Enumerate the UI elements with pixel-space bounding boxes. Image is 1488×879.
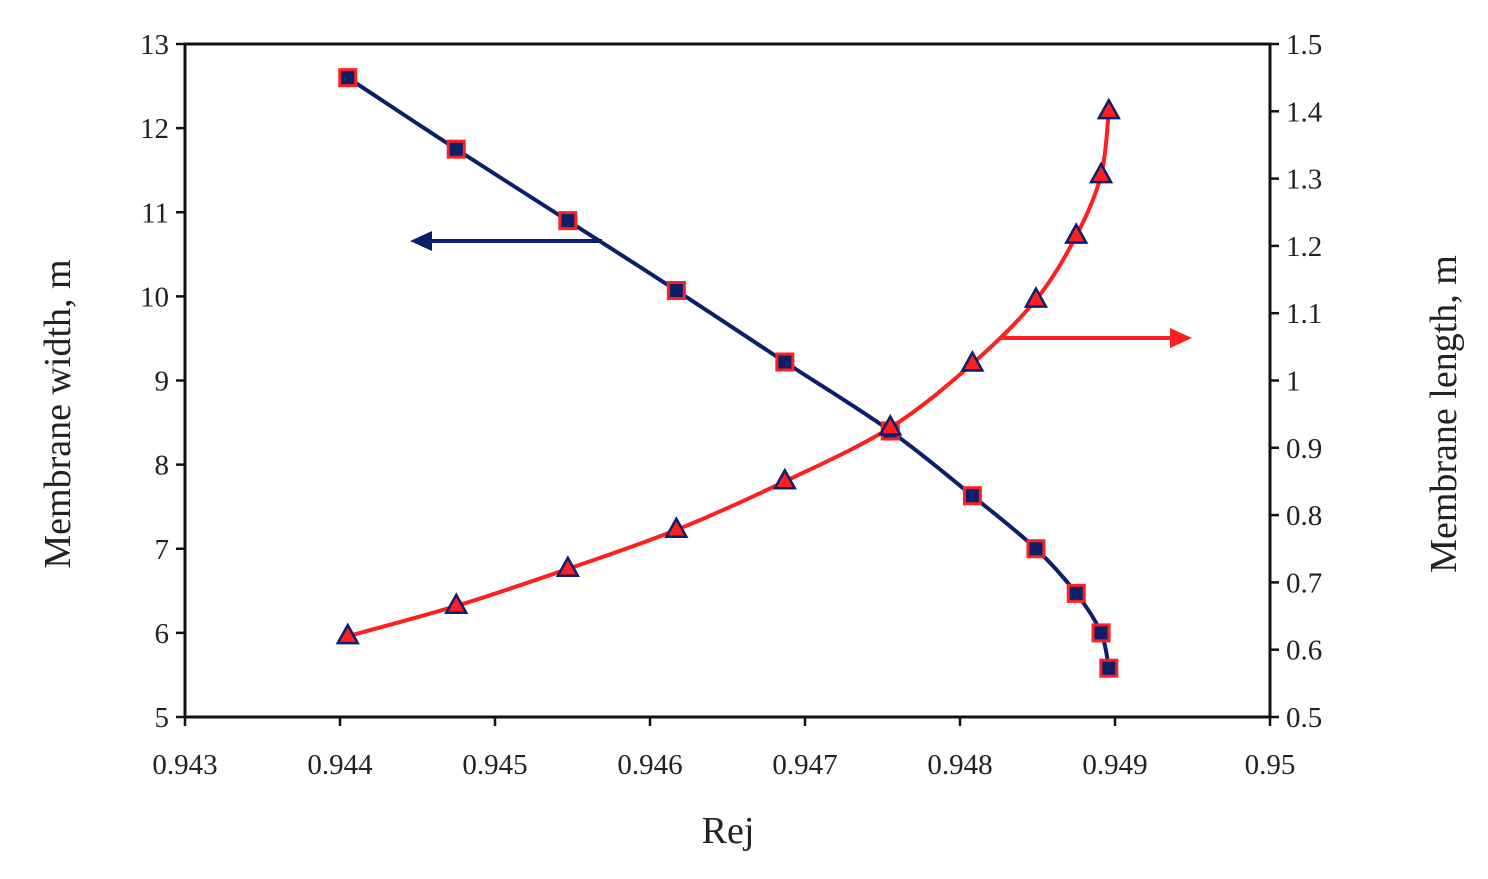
length-series-point <box>664 516 689 538</box>
x-tick-label: 0.945 <box>462 749 527 781</box>
x-tick-label: 0.947 <box>772 749 837 781</box>
right-y-tick-label: 1.5 <box>1286 29 1322 61</box>
left-y-tick-label: 9 <box>155 366 170 398</box>
right-axis-arrow-head <box>1170 328 1192 348</box>
length-series-point <box>335 622 360 645</box>
width-series-point <box>1066 583 1086 603</box>
left-y-tick-label: 7 <box>155 534 170 566</box>
length-series-point <box>1096 97 1121 120</box>
width-series-line <box>346 75 1111 669</box>
left-y-tick-label: 6 <box>155 618 170 650</box>
right-y-tick-label: 1.1 <box>1286 298 1322 330</box>
x-tick-label: 0.949 <box>1082 749 1147 781</box>
series-layer <box>335 68 1121 678</box>
left-y-tick-label: 11 <box>141 197 169 229</box>
right-y-tick-label: 0.7 <box>1286 567 1322 599</box>
length-series-point <box>555 555 580 578</box>
left-y-tick-label: 12 <box>140 113 169 145</box>
length-series-point <box>960 349 985 372</box>
right-y-tick-label: 0.8 <box>1286 500 1322 532</box>
right-y-axis-label: Membrane length, m <box>1423 255 1465 573</box>
x-axis: 0.943 0.944 0.945 0.946 0.947 0.948 0.949 0.95 <box>152 717 1295 781</box>
x-tick-label: 0.944 <box>307 749 373 781</box>
right-y-axis: 0.5 0.6 0.7 0.8 0.9 1 1.1 1.2 1.3 1.4 1.5 <box>1270 29 1323 734</box>
right-y-tick-label: 0.6 <box>1286 635 1322 667</box>
length-series-line <box>347 111 1111 639</box>
width-series-point <box>1026 539 1046 559</box>
annotation-layer <box>410 231 1192 348</box>
left-y-axis: 5 6 7 8 9 10 11 12 13 <box>140 29 185 734</box>
x-axis-label: Rej <box>702 810 755 852</box>
right-y-tick-label: 1.2 <box>1286 231 1322 263</box>
width-series-point <box>558 211 578 231</box>
x-tick-label: 0.946 <box>617 749 682 781</box>
length-series-point <box>444 592 469 615</box>
width-series-point <box>1099 658 1119 678</box>
length-series-point <box>1088 161 1114 184</box>
length-series-point <box>772 467 797 490</box>
length-series-point <box>1023 286 1049 308</box>
right-y-tick-label: 1.4 <box>1286 96 1323 128</box>
left-y-tick-label: 10 <box>140 281 169 313</box>
x-tick-label: 0.95 <box>1245 749 1296 781</box>
right-y-tick-label: 1 <box>1286 366 1301 398</box>
width-series-point <box>666 280 686 300</box>
width-series-point <box>962 486 982 506</box>
width-series-point <box>775 352 795 372</box>
left-y-tick-label: 13 <box>140 29 169 61</box>
length-series-point <box>1064 222 1089 244</box>
right-y-tick-label: 1.3 <box>1286 164 1322 196</box>
right-y-tick-label: 0.5 <box>1286 702 1322 734</box>
left-y-tick-label: 5 <box>155 702 170 734</box>
width-series-point <box>1091 623 1111 643</box>
x-tick-label: 0.943 <box>152 749 217 781</box>
right-y-tick-label: 0.9 <box>1286 433 1322 465</box>
x-tick-label: 0.948 <box>927 749 992 781</box>
left-axis-arrow-head <box>410 231 432 251</box>
left-y-axis-label: Membrane width, m <box>37 259 79 568</box>
width-series-point <box>338 68 358 88</box>
width-series-point <box>446 139 466 159</box>
left-y-tick-label: 8 <box>155 450 170 482</box>
length-series-point <box>878 413 903 436</box>
